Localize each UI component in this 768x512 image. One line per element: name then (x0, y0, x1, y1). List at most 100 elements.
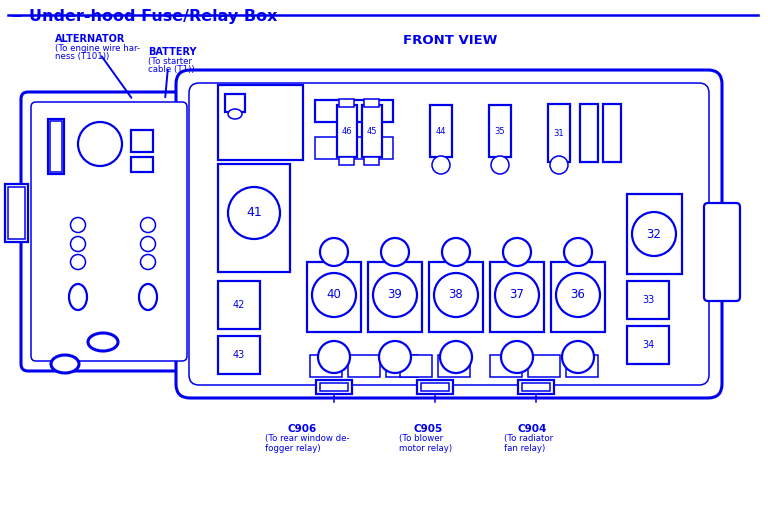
Text: 32: 32 (647, 227, 661, 241)
Bar (430, 105, 452, 157)
Circle shape (442, 238, 470, 266)
Bar (339, 157, 354, 165)
FancyBboxPatch shape (189, 83, 709, 385)
Bar (48, 119, 64, 174)
Circle shape (71, 218, 85, 232)
Bar (386, 355, 418, 377)
Bar (489, 105, 511, 157)
FancyBboxPatch shape (21, 92, 197, 371)
Bar (362, 105, 382, 157)
Bar (400, 355, 432, 377)
Text: C904: C904 (518, 424, 548, 434)
Ellipse shape (69, 284, 87, 310)
Text: 39: 39 (388, 288, 402, 302)
Bar (627, 281, 669, 319)
Circle shape (632, 212, 676, 256)
Bar (551, 262, 605, 332)
Bar (307, 262, 361, 332)
Bar (50, 121, 62, 172)
Bar (522, 383, 550, 391)
Bar (218, 164, 290, 272)
FancyBboxPatch shape (31, 102, 187, 361)
Circle shape (564, 238, 592, 266)
Bar (218, 281, 260, 329)
Circle shape (318, 341, 350, 373)
Bar (627, 326, 669, 364)
Circle shape (434, 273, 478, 317)
Bar (320, 383, 348, 391)
Bar (368, 262, 422, 332)
Text: 46: 46 (342, 126, 353, 136)
FancyBboxPatch shape (704, 203, 740, 301)
Bar (580, 104, 598, 162)
Text: fan relay): fan relay) (504, 444, 545, 453)
Bar (315, 137, 393, 159)
Circle shape (379, 341, 411, 373)
Circle shape (141, 218, 155, 232)
Bar (548, 104, 570, 162)
Text: (To blower: (To blower (399, 434, 443, 443)
Bar (490, 262, 544, 332)
Circle shape (373, 273, 417, 317)
Text: ALTERNATOR: ALTERNATOR (55, 34, 125, 44)
Text: 33: 33 (642, 295, 654, 305)
Bar (566, 355, 598, 377)
Bar (528, 355, 560, 377)
Circle shape (320, 238, 348, 266)
Bar (131, 157, 153, 172)
Bar (421, 383, 449, 391)
FancyBboxPatch shape (176, 70, 722, 398)
Bar (337, 105, 357, 157)
Text: 34: 34 (642, 340, 654, 350)
Circle shape (562, 341, 594, 373)
Circle shape (550, 156, 568, 174)
Text: 37: 37 (509, 288, 525, 302)
Bar (8, 187, 25, 239)
Text: fogger relay): fogger relay) (265, 444, 320, 453)
Bar (218, 336, 260, 374)
Bar (429, 262, 483, 332)
Text: 36: 36 (571, 288, 585, 302)
Ellipse shape (51, 355, 79, 373)
Bar (417, 380, 453, 394)
Text: 44: 44 (435, 126, 446, 136)
Text: − Under-hood Fuse/Relay Box: − Under-hood Fuse/Relay Box (10, 9, 277, 24)
Bar (438, 355, 470, 377)
Circle shape (556, 273, 600, 317)
Bar (316, 380, 352, 394)
Bar (348, 355, 380, 377)
Ellipse shape (139, 284, 157, 310)
Text: (To starter: (To starter (148, 57, 192, 66)
Text: 31: 31 (554, 129, 564, 138)
Bar (518, 380, 554, 394)
Text: 35: 35 (495, 126, 505, 136)
Text: cable (T1)): cable (T1)) (148, 65, 194, 74)
Ellipse shape (88, 333, 118, 351)
Circle shape (381, 238, 409, 266)
Bar (364, 157, 379, 165)
Text: FRONT VIEW: FRONT VIEW (402, 34, 497, 47)
Bar (364, 99, 379, 107)
Circle shape (312, 273, 356, 317)
Bar (131, 130, 153, 152)
Circle shape (491, 156, 509, 174)
Circle shape (141, 254, 155, 269)
Text: C905: C905 (413, 424, 442, 434)
Circle shape (71, 237, 85, 251)
Bar (5, 184, 28, 242)
Bar (225, 94, 245, 112)
Circle shape (141, 237, 155, 251)
Text: C906: C906 (288, 424, 317, 434)
Circle shape (501, 341, 533, 373)
Circle shape (432, 156, 450, 174)
Text: 42: 42 (233, 300, 245, 310)
Text: 43: 43 (233, 350, 245, 360)
Text: BATTERY: BATTERY (148, 47, 197, 57)
Ellipse shape (228, 109, 242, 119)
Bar (310, 355, 342, 377)
Text: motor relay): motor relay) (399, 444, 452, 453)
Bar (315, 100, 393, 122)
Text: 45: 45 (367, 126, 377, 136)
Bar (627, 194, 682, 274)
Bar (603, 104, 621, 162)
